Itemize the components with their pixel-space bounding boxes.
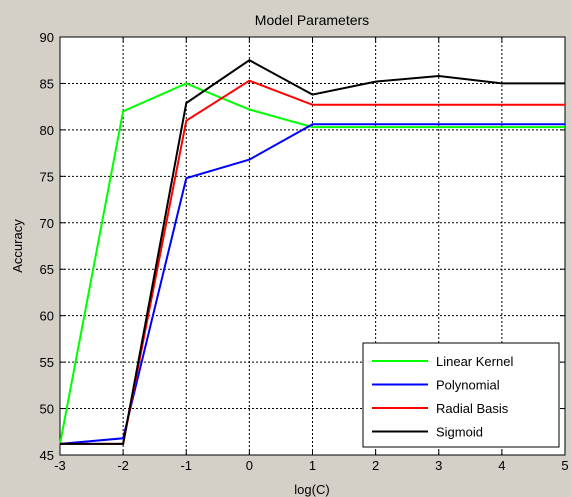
legend-label-radial-basis: Radial Basis [436, 401, 509, 416]
x-tick-label: -1 [180, 458, 192, 473]
x-axis-label: log(C) [294, 482, 329, 497]
x-tick-label: 3 [435, 458, 442, 473]
series-line-sigmoid [60, 59, 565, 445]
y-tick-label: 85 [40, 76, 54, 91]
y-tick-label: 70 [40, 216, 54, 231]
x-tick-label: 5 [561, 458, 568, 473]
x-tick-label: -3 [54, 458, 66, 473]
x-tick-label: 2 [372, 458, 379, 473]
y-tick-label: 50 [40, 402, 54, 417]
grid-lines [60, 37, 565, 455]
series-line-radial-basis [60, 79, 565, 445]
chart-title: Model Parameters [255, 12, 369, 28]
y-tick-label: 65 [40, 262, 54, 277]
x-tick-label: 0 [246, 458, 253, 473]
y-tick-label: 80 [40, 123, 54, 138]
legend-label-sigmoid: Sigmoid [436, 425, 483, 440]
y-tick-label: 60 [40, 309, 54, 324]
y-tick-label: 75 [40, 169, 54, 184]
y-tick-label: 90 [40, 30, 54, 45]
series-group [59, 59, 565, 445]
y-axis-label: Accuracy [10, 219, 25, 273]
legend: Linear Kernel Polynomial Radial Basis Sigmo… [362, 342, 560, 448]
y-tick-label: 55 [40, 355, 54, 370]
series-line-linear-kernel [59, 82, 565, 445]
series-line-polynomial [59, 123, 565, 445]
legend-label-polynomial: Polynomial [436, 378, 500, 393]
y-tick-label: 45 [40, 448, 54, 463]
legend-label-linear-kernel: Linear Kernel [436, 354, 513, 369]
x-tick-label: 1 [309, 458, 316, 473]
x-tick-label: -2 [117, 458, 129, 473]
x-tick-label: 4 [498, 458, 505, 473]
